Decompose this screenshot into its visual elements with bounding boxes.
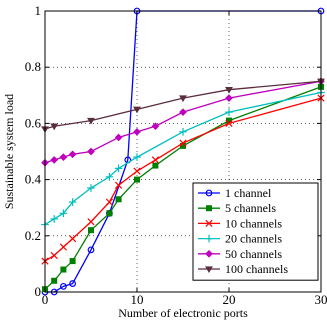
data-point [50,156,59,164]
data-point [133,176,140,183]
y-tick-label: 0.6 [25,115,42,130]
y-tick-label: 0 [35,284,42,299]
legend-label: 1 channel [225,186,272,200]
data-point [50,123,59,131]
data-point [68,198,77,206]
legend-item: 5 channels [198,201,276,215]
legend-item: 1 channel [198,186,272,200]
y-axis-label: Sustainable system load [2,94,16,209]
data-point [133,128,141,136]
data-point [225,108,233,116]
x-tick-label: 0 [42,292,49,307]
data-point [225,94,233,102]
legend-marker [205,189,213,197]
data-point [115,196,122,203]
data-point [105,198,114,206]
data-point [179,139,187,147]
series-3 [41,94,325,265]
data-point [68,150,77,159]
data-point [60,266,67,273]
data-point [59,153,68,161]
data-point [114,164,123,173]
x-axis-label: Number of electronic ports [118,306,248,320]
data-point [50,251,58,260]
data-point [87,246,95,254]
legend-label: 50 channels [225,247,282,261]
data-point [179,108,187,116]
y-tick-label: 0.2 [25,228,41,243]
data-point [133,153,141,161]
data-point [151,122,160,131]
data-point [59,243,68,251]
data-point [179,128,187,136]
data-point [69,280,76,287]
axis-ticks: 0 10 20 30 0 0.2 0.4 0.6 0.8 1 [25,3,327,307]
plot-area-frame [44,10,322,293]
data-point [87,117,95,125]
legend-marker [205,219,213,228]
data-point [87,184,95,192]
legend-marker [205,266,213,273]
legend-item: 10 channels [198,216,282,230]
data-point [114,133,123,142]
data-point [87,147,95,156]
legend-item: 20 channels [198,232,282,246]
x-tick-label: 30 [315,292,327,307]
data-point [179,95,187,103]
series-5 [41,77,325,167]
legend-label: 20 channels [225,232,282,246]
data-point [225,119,233,128]
data-point [133,106,141,114]
legend-box [192,182,319,281]
data-point [114,181,123,189]
legend-label: 5 channels [225,201,276,215]
legend-item: 100 channels [198,262,288,276]
data-point [106,210,113,217]
legend-marker [205,234,213,243]
legend-item: 50 channels [198,247,282,261]
legend-label: 10 channels [225,216,282,230]
series-line [44,80,322,164]
data-point [69,258,76,265]
data-point [51,277,58,284]
legend-label: 100 channels [225,262,288,276]
data-point [152,162,159,169]
x-tick-label: 10 [131,292,144,307]
data-point [59,209,68,218]
x-tick-label: 20 [223,292,236,307]
legend-marker [205,249,213,258]
series-line [45,10,321,293]
y-tick-label: 0.8 [25,59,41,74]
grid [45,11,321,292]
data-point [133,167,141,175]
legend-marker [205,205,212,212]
data-point [225,87,233,94]
data-point [151,156,160,164]
data-point [87,218,95,226]
data-point [60,282,67,290]
y-tick-label: 1 [35,3,42,18]
series-2 [42,83,324,293]
series-6 [41,78,325,134]
data-point [88,227,95,234]
y-tick-label: 0.4 [25,172,42,187]
data-point [50,215,58,223]
data-point [105,172,114,181]
data-point [68,234,77,243]
